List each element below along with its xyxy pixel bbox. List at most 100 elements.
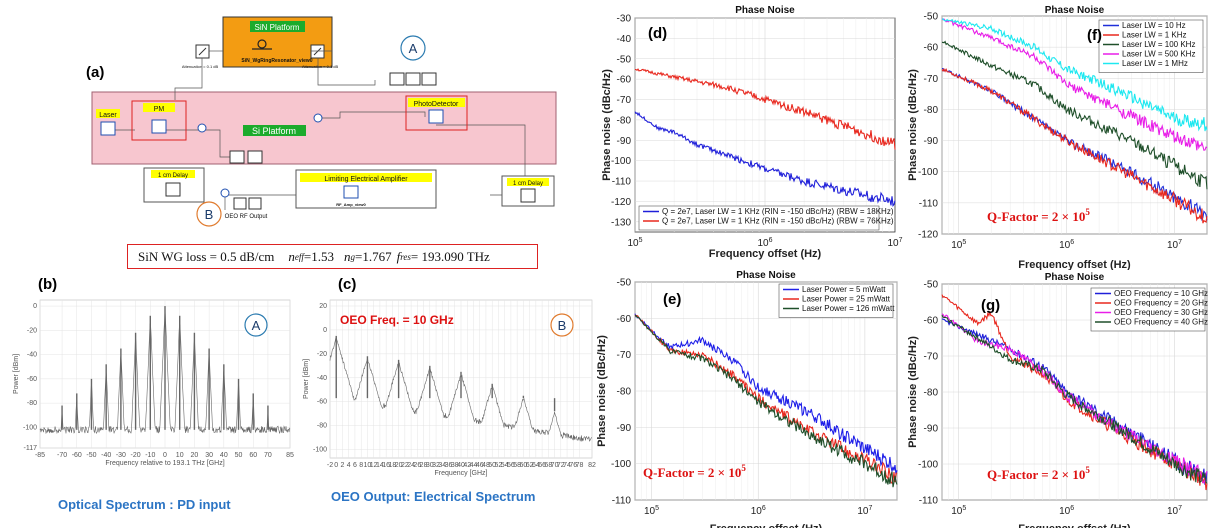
- ng-subscript: g: [350, 251, 355, 262]
- y-axis-title: Power [dBm]: [13, 354, 20, 394]
- x-tick-label: 44: [470, 462, 478, 469]
- wg-loss-text: SiN WG loss = 0.5 dB/cm: [138, 248, 275, 264]
- monitor-block-2[interactable]: [405, 72, 421, 86]
- delay-left-label: 1 cm Delay: [158, 173, 188, 179]
- y-tick-label: -100: [918, 167, 938, 178]
- legend-entry: Laser LW = 1 KHz: [1122, 31, 1187, 40]
- legend-entry: Laser Power = 25 mWatt: [802, 295, 891, 304]
- series-line-2: [941, 67, 1208, 224]
- attenuator-left-label: Attenuation = 0.1 dB: [182, 64, 219, 69]
- q-factor-annotation: Q-Factor = 2 × 105: [643, 463, 746, 480]
- x-tick-label: -50: [86, 452, 96, 459]
- legend-entry: Laser Power = 5 mWatt: [802, 285, 886, 294]
- delay-right-block[interactable]: [520, 188, 536, 203]
- delay-left-label-bg: [151, 170, 195, 178]
- series-line-3: [634, 314, 898, 488]
- ng-value: =1.767: [354, 248, 392, 264]
- x-tick-label: 64: [532, 462, 540, 469]
- y-tick-label: -90: [617, 423, 632, 434]
- x-tick-label: 68: [544, 462, 552, 469]
- marker-b: B: [205, 207, 214, 222]
- y-tick-label: -117: [24, 445, 38, 452]
- x-axis-title: Frequency relative to 193.1 THz [GHz]: [105, 460, 224, 467]
- coupler-rf-icon: [220, 188, 230, 198]
- si-platform-label-bg: [243, 125, 306, 136]
- y-axis-title: Phase noise (dBc/Hz): [602, 69, 613, 181]
- x-tick-label: 10: [364, 462, 372, 469]
- caption-optical-spectrum: Optical Spectrum : PD input: [58, 497, 231, 512]
- x-axis-title: Frequency offset (Hz): [709, 248, 822, 260]
- laser-block[interactable]: [100, 121, 116, 136]
- x-tick-label: 22: [401, 462, 409, 469]
- panel-letter: (d): [648, 25, 667, 42]
- x-tick-label: 106: [751, 505, 766, 517]
- x-tick-label: 70: [551, 462, 559, 469]
- y-tick-label: -120: [918, 230, 938, 241]
- marker-a: A: [252, 318, 261, 333]
- pm-block[interactable]: [151, 119, 167, 134]
- si-platform-label: Si Platform: [252, 126, 296, 136]
- x-tick-label: 16: [382, 462, 390, 469]
- panel-letter: (e): [663, 291, 681, 308]
- y-tick-label: -40: [617, 34, 632, 45]
- x-tick-label: 12: [370, 462, 378, 469]
- marker-a-circle: [244, 313, 268, 337]
- photodetector-block[interactable]: [428, 109, 444, 124]
- y-tick-label: -100: [23, 424, 37, 431]
- y-tick-label: -110: [919, 198, 939, 209]
- x-tick-label: 107: [857, 505, 872, 517]
- delay-right-label-bg: [507, 178, 549, 186]
- panel-a-letter: (a): [86, 64, 104, 81]
- x-tick-label: 76: [569, 462, 577, 469]
- y-tick-label: -90: [924, 136, 939, 147]
- legend-entry: Laser LW = 100 KHz: [1122, 40, 1195, 49]
- y-tick-label: 0: [33, 303, 37, 310]
- mid-block-1[interactable]: [229, 150, 245, 164]
- amplifier-block[interactable]: [343, 185, 359, 199]
- y-tick-label: -40: [27, 352, 37, 359]
- x-tick-label: 70: [264, 452, 272, 459]
- pm-label-bg: [143, 103, 175, 112]
- series-line-1: [634, 313, 898, 475]
- sin-platform-label-bg: [250, 21, 305, 32]
- x-tick-label: 6: [353, 462, 357, 469]
- y-tick-label: -80: [617, 387, 632, 398]
- series-line-1: [634, 111, 896, 207]
- y-tick-label: -80: [617, 115, 632, 126]
- y-tick-label: -60: [27, 376, 37, 383]
- x-tick-label: 106: [1059, 239, 1074, 251]
- x-tick-label: 38: [451, 462, 459, 469]
- y-tick-label: -60: [317, 399, 327, 406]
- legend-entry: OEO Frequency = 10 GHz: [1114, 289, 1208, 298]
- y-tick-label: -90: [924, 424, 939, 435]
- x-tick-label: 107: [1167, 239, 1182, 251]
- delay-left-block[interactable]: [165, 182, 181, 197]
- y-tick-label: -70: [924, 74, 939, 85]
- monitor-block-3[interactable]: [421, 72, 437, 86]
- series-line-2: [635, 68, 896, 150]
- mid-block-2[interactable]: [247, 150, 263, 164]
- x-tick-label: 78: [576, 462, 584, 469]
- y-tick-label: -80: [27, 400, 37, 407]
- neff-value: =1.53: [303, 248, 334, 264]
- chart-title: Phase Noise: [1045, 272, 1105, 283]
- oeo-schematic: (a) SiN Platform SiN_WgRingResonator_vie…: [86, 16, 557, 227]
- monitor-block-1[interactable]: [389, 72, 405, 86]
- rf-output-block-1[interactable]: [233, 197, 247, 210]
- x-tick-label: 24: [407, 462, 415, 469]
- x-tick-label: 105: [951, 505, 966, 517]
- rf-output-block-2[interactable]: [248, 197, 262, 210]
- laser-label-bg: [96, 109, 120, 118]
- coupler-right-icon: [313, 113, 323, 123]
- y-tick-label: -20: [27, 327, 37, 334]
- ng-symbol: n: [343, 248, 351, 264]
- chart-title: Phase Noise: [1045, 5, 1105, 16]
- caption-electrical-spectrum: OEO Output: Electrical Spectrum: [331, 489, 536, 504]
- ring-resonator-icon: [257, 39, 267, 49]
- legend-entry: Laser LW = 1 MHz: [1122, 59, 1188, 68]
- y-tick-label: -100: [313, 447, 327, 454]
- x-tick-label: 42: [463, 462, 471, 469]
- y-tick-label: -70: [924, 352, 939, 363]
- y-tick-label: -50: [924, 280, 939, 291]
